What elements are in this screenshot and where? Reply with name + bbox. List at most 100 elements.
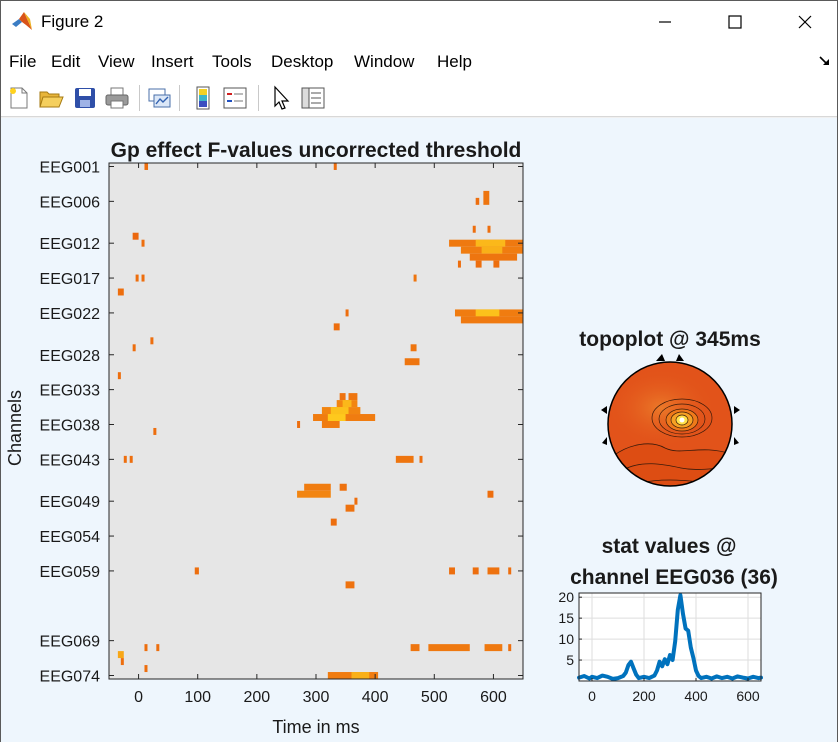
- figure-svg: Gp effect F-values uncorrected threshold…: [5, 139, 778, 737]
- heatmap-y-tick-label: EEG038: [40, 417, 101, 434]
- save-icon[interactable]: [71, 84, 99, 112]
- open-file-icon[interactable]: [37, 84, 65, 112]
- heatmap-cluster: [508, 567, 512, 575]
- menu-desktop[interactable]: Desktop: [271, 52, 334, 71]
- heatmap-x-label: Time in ms: [272, 717, 359, 737]
- heatmap-cluster: [457, 260, 461, 268]
- heatmap-y-tick-label: EEG043: [40, 452, 101, 469]
- maximize-button[interactable]: [712, 1, 758, 43]
- dock-arrow-icon[interactable]: [819, 55, 831, 67]
- heatmap-cluster: [339, 393, 346, 401]
- line-subtitle: channel EEG036 (36): [570, 566, 778, 589]
- heatmap-cluster: [330, 407, 349, 415]
- colorbar-icon[interactable]: [189, 84, 217, 112]
- heatmap-cluster: [120, 658, 124, 666]
- heatmap-y-tick-label: EEG049: [40, 494, 101, 511]
- maximize-icon: [728, 15, 742, 29]
- menu-insert[interactable]: Insert: [151, 52, 194, 71]
- heatmap-cluster: [135, 274, 139, 282]
- heatmap-cluster: [150, 337, 154, 345]
- menu-view[interactable]: View: [98, 52, 135, 71]
- heatmap-x-tick-label: 200: [244, 689, 271, 706]
- heatmap-y-tick-label: EEG059: [40, 564, 101, 581]
- heatmap-cluster: [330, 518, 337, 526]
- print-icon[interactable]: [103, 84, 131, 112]
- line-y-tick-label: 20: [558, 589, 574, 605]
- heatmap-y-tick-label: EEG006: [40, 194, 101, 211]
- topoplot-title: topoplot @ 345ms: [579, 328, 761, 351]
- topoplot-nose: [656, 354, 665, 361]
- heatmap-cluster: [333, 323, 340, 331]
- property-inspector-icon[interactable]: [299, 84, 327, 112]
- topoplot-shading: [608, 443, 732, 486]
- heatmap-cluster: [475, 309, 500, 317]
- menu-tools[interactable]: Tools: [212, 52, 252, 71]
- heatmap-cluster: [342, 400, 352, 408]
- menu-edit[interactable]: Edit: [51, 52, 81, 71]
- heatmap-y-tick-label: EEG017: [40, 271, 101, 288]
- menu-help[interactable]: Help: [437, 52, 472, 71]
- menu-file[interactable]: File: [9, 52, 37, 71]
- toolbar-separator: [179, 85, 180, 111]
- heatmap-y-tick-label: EEG022: [40, 306, 101, 323]
- heatmap-cluster: [132, 232, 139, 240]
- figure-canvas[interactable]: Gp effect F-values uncorrected threshold…: [1, 118, 837, 742]
- matlab-logo-icon: [12, 12, 32, 30]
- new-figure-icon[interactable]: [5, 84, 33, 112]
- link-plot-icon[interactable]: [145, 84, 173, 112]
- heatmap-cluster: [487, 567, 500, 575]
- window-title: Figure 2: [41, 12, 104, 31]
- line-x-tick-label: 400: [684, 688, 708, 704]
- minimize-button[interactable]: [642, 1, 688, 43]
- heatmap-cluster: [123, 455, 127, 463]
- heatmap-cluster: [345, 309, 349, 317]
- heatmap-cluster: [333, 163, 337, 170]
- heatmap-cluster: [469, 253, 518, 261]
- edit-plot-pointer-icon[interactable]: [267, 84, 295, 112]
- heatmap-y-tick-label: EEG074: [40, 669, 101, 686]
- line-y-tick-label: 10: [558, 631, 574, 647]
- heatmap-cluster: [297, 421, 301, 428]
- heatmap-cluster: [487, 225, 491, 233]
- heatmap-cluster: [472, 567, 479, 575]
- heatmap-cluster: [351, 672, 370, 679]
- menu-window[interactable]: Window: [354, 52, 415, 71]
- heatmap-cluster: [297, 490, 331, 498]
- heatmap-cluster: [304, 483, 331, 491]
- line-y-tick-label: 15: [558, 610, 574, 626]
- toolbar-separator: [139, 85, 140, 111]
- line-x-tick-label: 600: [736, 688, 760, 704]
- heatmap-cluster: [472, 225, 476, 233]
- line-y-tick-label: 5: [566, 652, 574, 668]
- line-x-tick-label: 0: [588, 688, 596, 704]
- line-frame: [578, 592, 762, 682]
- line-background: [579, 593, 761, 681]
- close-button[interactable]: [782, 1, 828, 43]
- heatmap-cluster: [508, 644, 512, 652]
- heatmap-cluster: [144, 665, 148, 673]
- heatmap-x-tick-label: 400: [362, 689, 389, 706]
- heatmap-cluster: [348, 393, 358, 401]
- heatmap-cluster: [153, 427, 157, 435]
- toolbar: [1, 79, 837, 117]
- heatmap-cluster: [487, 490, 494, 498]
- heatmap-cluster: [117, 288, 124, 296]
- heatmap-x-tick-label: 100: [184, 689, 211, 706]
- legend-icon[interactable]: [221, 84, 249, 112]
- heatmap-cluster: [117, 651, 124, 659]
- heatmap-y-tick-label: EEG069: [40, 634, 101, 651]
- line-title: stat values @: [602, 535, 737, 558]
- heatmap-cluster: [481, 246, 503, 254]
- heatmap-y-tick-label: EEG033: [40, 383, 101, 400]
- heatmap-cluster: [129, 455, 133, 463]
- heatmap-cluster: [460, 316, 523, 324]
- topoplot-right-ear: [734, 437, 739, 445]
- topoplot-peak: [679, 417, 685, 423]
- topoplot-contour: [612, 443, 732, 457]
- heatmap-cluster: [410, 644, 420, 652]
- heatmap-x-ticks: 0 100 200 300 400 500 600: [134, 163, 507, 706]
- topoplot-head-outline: [607, 361, 733, 487]
- heatmap-y-tick-label: EEG028: [40, 348, 101, 365]
- heatmap-cluster: [141, 239, 145, 247]
